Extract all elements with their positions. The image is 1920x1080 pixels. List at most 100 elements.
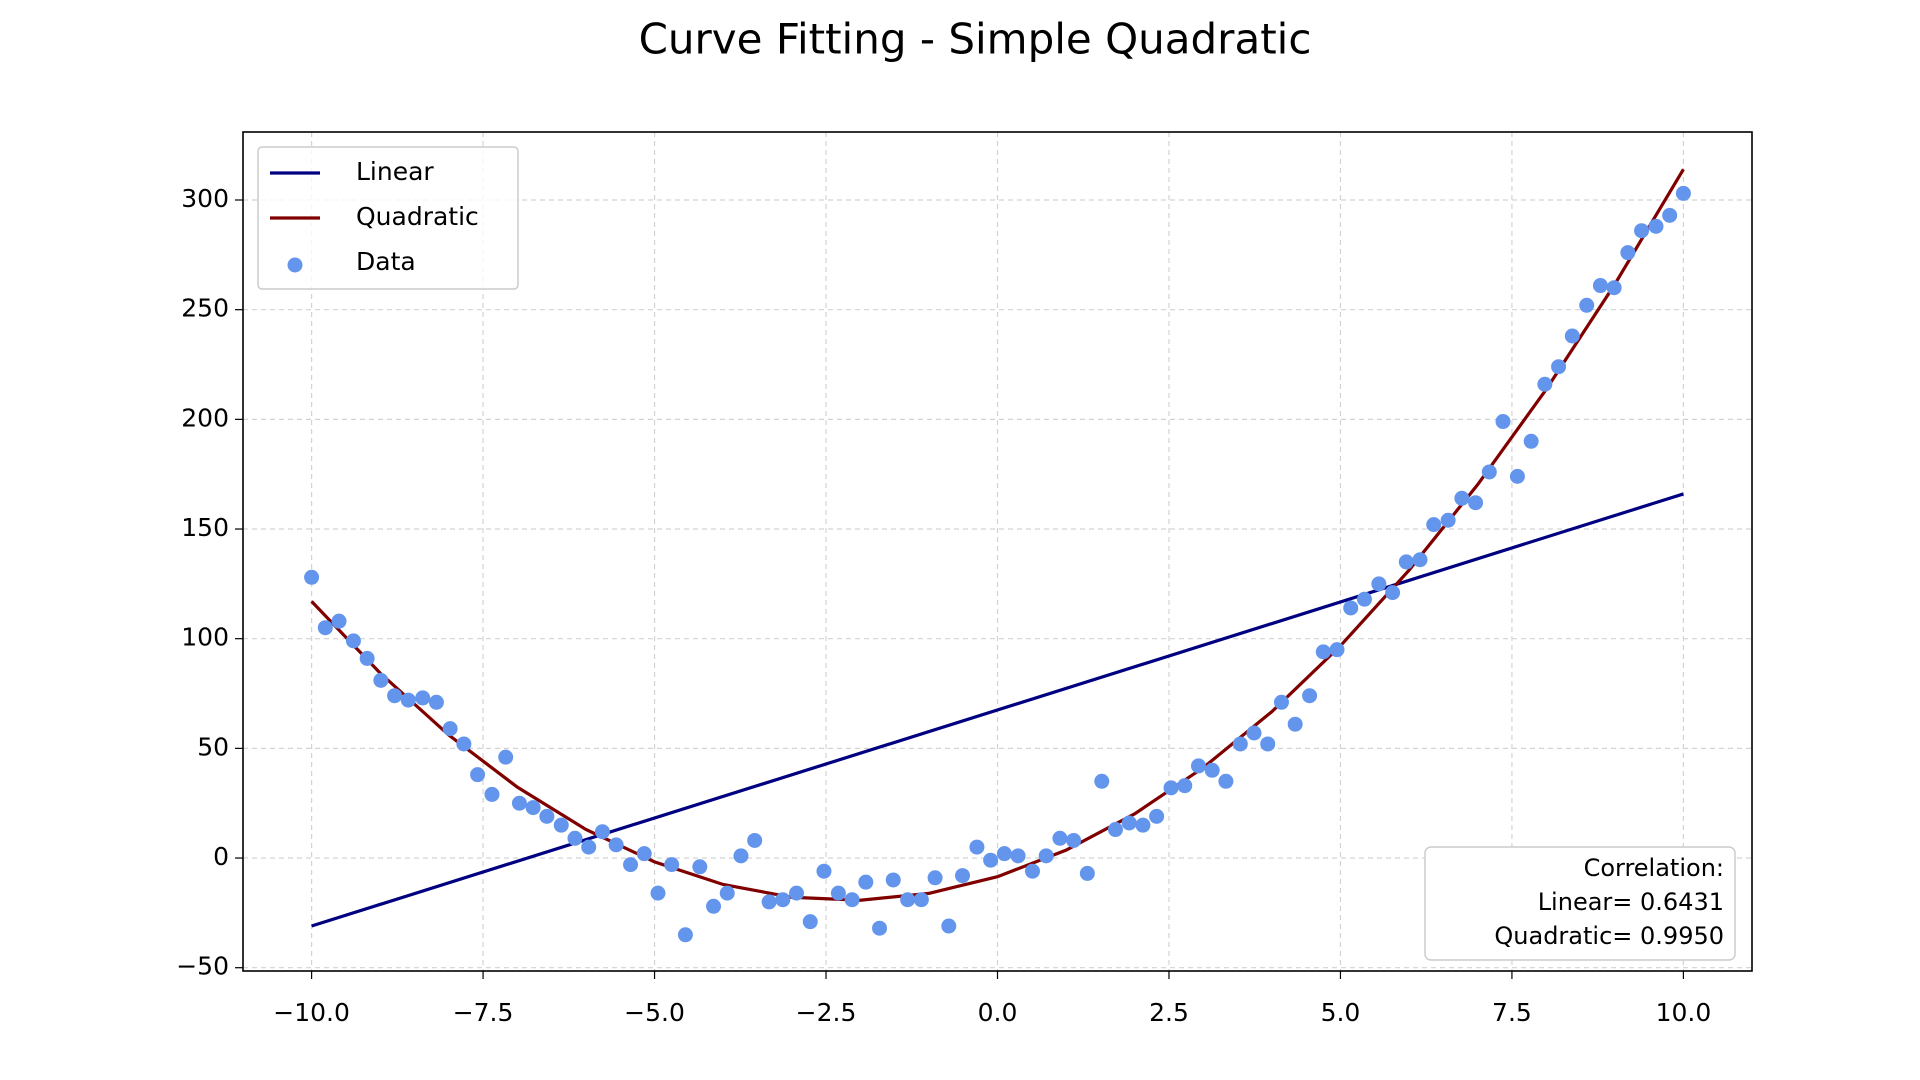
data-point <box>885 872 901 888</box>
y-tick-label: 300 <box>181 184 229 213</box>
data-point <box>387 688 403 704</box>
data-point <box>761 894 777 910</box>
data-point <box>1662 207 1678 223</box>
y-tick-label: 200 <box>181 403 229 432</box>
data-point <box>1606 280 1622 296</box>
data-point <box>1675 185 1691 201</box>
data-point <box>677 927 693 943</box>
data-point <box>1537 376 1553 392</box>
data-point <box>775 892 791 908</box>
data-point <box>1468 495 1484 511</box>
data-point <box>1426 517 1442 533</box>
data-point <box>1398 554 1414 570</box>
data-point <box>1648 218 1664 234</box>
data-point <box>415 690 431 706</box>
data-point <box>567 830 583 846</box>
data-point <box>692 859 708 875</box>
legend-label: Linear <box>356 157 434 186</box>
data-point <box>1107 822 1123 838</box>
data-point <box>858 874 874 890</box>
data-point <box>484 786 500 802</box>
data-point <box>498 749 514 765</box>
data-point <box>594 824 610 840</box>
data-point <box>1302 688 1318 704</box>
x-tick-label: 5.0 <box>1321 998 1361 1027</box>
data-point <box>1481 464 1497 480</box>
y-tick-label: 100 <box>181 623 229 652</box>
x-tick-label: 7.5 <box>1492 998 1532 1027</box>
data-point <box>1135 817 1151 833</box>
data-point <box>1273 694 1289 710</box>
data-point <box>608 837 624 853</box>
data-point <box>996 846 1012 862</box>
data-point <box>1371 576 1387 592</box>
data-point <box>470 767 486 783</box>
y-tick-label: 250 <box>181 294 229 323</box>
data-point <box>553 817 569 833</box>
data-point <box>664 857 680 873</box>
x-tick-label: −5.0 <box>624 998 685 1027</box>
data-point <box>719 885 735 901</box>
data-point <box>623 857 639 873</box>
data-point <box>442 721 458 737</box>
data-point <box>1121 815 1137 831</box>
data-point <box>1232 736 1248 752</box>
data-point <box>1204 762 1220 778</box>
data-point <box>747 832 763 848</box>
data-point <box>983 852 999 868</box>
data-point <box>789 885 805 901</box>
legend-box <box>257 146 519 290</box>
legend-label: Data <box>356 247 416 276</box>
plot-frame <box>242 131 1753 972</box>
data-point <box>1038 848 1054 864</box>
x-tick-label: −7.5 <box>453 998 514 1027</box>
y-tick-label: −50 <box>176 952 229 981</box>
data-point <box>1177 778 1193 794</box>
data-point <box>525 800 541 816</box>
data-point <box>1260 736 1276 752</box>
data-point <box>1163 780 1179 796</box>
line-series <box>311 492 1684 928</box>
annotation-text: Quadratic= 0.9950 <box>1494 922 1724 950</box>
data-point <box>1066 832 1082 848</box>
x-tick-label: −10.0 <box>273 998 350 1027</box>
data-point <box>941 918 957 934</box>
data-point <box>1079 865 1095 881</box>
data-point <box>317 620 333 636</box>
chart-title: Curve Fitting - Simple Quadratic <box>639 15 1312 64</box>
data-point <box>1412 552 1428 568</box>
data-point <box>1315 644 1331 660</box>
y-tick-label: 150 <box>181 513 229 542</box>
annotation-text: Linear= 0.6431 <box>1538 888 1724 916</box>
data-point <box>1190 758 1206 774</box>
data-point <box>1509 468 1525 484</box>
data-point <box>733 848 749 864</box>
data-point <box>1287 716 1303 732</box>
line-series <box>310 168 1685 902</box>
data-point <box>1592 278 1608 294</box>
data-point <box>706 898 722 914</box>
data-point <box>1329 642 1345 658</box>
data-point <box>1440 512 1456 528</box>
data-point <box>1052 830 1068 846</box>
data-point <box>345 633 361 649</box>
x-tick-label: 10.0 <box>1656 998 1712 1027</box>
data-point <box>359 650 375 666</box>
data-point <box>511 795 527 811</box>
data-point <box>1094 773 1110 789</box>
data-point <box>1343 600 1359 616</box>
legend-swatch <box>287 257 303 273</box>
data-point <box>900 892 916 908</box>
data-point <box>816 863 832 879</box>
data-point <box>1634 223 1650 239</box>
data-point <box>1010 848 1026 864</box>
data-point <box>400 692 416 708</box>
data-point <box>955 868 971 884</box>
data-point <box>1385 585 1401 601</box>
data-point <box>969 839 985 855</box>
data-point <box>428 694 444 710</box>
data-point <box>927 870 943 886</box>
data-point <box>844 892 860 908</box>
data-point <box>456 736 472 752</box>
